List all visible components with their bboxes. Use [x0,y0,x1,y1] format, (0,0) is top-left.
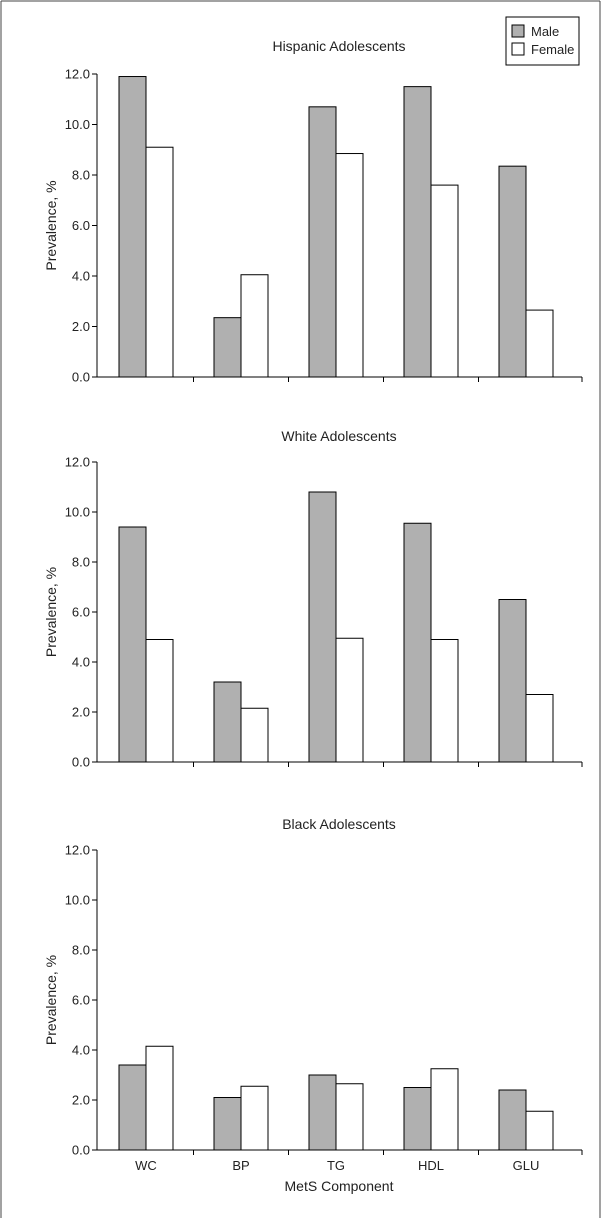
x-tick-label: HDL [418,1158,444,1173]
panel-title: Black Adolescents [282,816,396,832]
bar-female-hdl [430,639,459,763]
bar-female-tg [335,637,364,763]
panel-title: Hispanic Adolescents [272,38,405,54]
y-tick-label: 4.0 [72,1043,90,1058]
y-tick-label: 0.0 [72,1143,90,1158]
y-tick-label: 12.0 [65,843,90,858]
bar-male-glu [498,599,527,763]
x-tick-label: GLU [513,1158,540,1173]
bar-female-bp [240,274,269,378]
bar-male-wc [118,526,147,763]
y-tick-label: 12.0 [65,67,90,82]
bar-male-bp [213,1097,242,1151]
y-tick-label: 0.0 [72,755,90,770]
bar-male-wc [118,1064,147,1151]
y-tick-label: 2.0 [72,705,90,720]
y-tick-label: 6.0 [72,993,90,1008]
legend-swatch-male [511,24,525,38]
bar-female-bp [240,1085,269,1151]
bar-female-glu [525,694,554,763]
y-tick-label: 4.0 [72,269,90,284]
bar-male-hdl [403,1087,432,1151]
bar-male-tg [308,1074,337,1151]
bar-female-hdl [430,1068,459,1151]
x-tick-label: TG [327,1158,345,1173]
bar-male-tg [308,106,337,378]
bar-female-tg [335,1083,364,1151]
bar-female-wc [145,639,174,763]
legend-label-female: Female [531,42,574,57]
bar-male-bp [213,681,242,763]
legend-box [505,16,580,66]
y-tick-label: 4.0 [72,655,90,670]
x-axis-title: MetS Component [285,1178,394,1194]
y-axis-title: Prevalence, % [43,567,59,657]
bar-female-glu [525,1110,554,1151]
bar-female-tg [335,153,364,378]
y-tick-label: 8.0 [72,555,90,570]
y-tick-label: 12.0 [65,455,90,470]
bar-male-hdl [403,522,432,763]
legend-label-male: Male [531,24,559,39]
y-tick-label: 0.0 [72,370,90,385]
bar-male-bp [213,317,242,378]
y-tick-label: 6.0 [72,605,90,620]
bar-male-glu [498,1089,527,1151]
bar-female-wc [145,146,174,378]
x-tick-label: BP [232,1158,249,1173]
y-tick-label: 2.0 [72,1093,90,1108]
y-tick-label: 10.0 [65,505,90,520]
bar-male-wc [118,76,147,378]
y-tick-label: 10.0 [65,893,90,908]
y-axis-title: Prevalence, % [43,955,59,1045]
y-tick-label: 2.0 [72,319,90,334]
panel-title: White Adolescents [281,428,396,444]
bar-male-glu [498,165,527,378]
y-axis-title: Prevalence, % [43,180,59,270]
bar-male-tg [308,491,337,763]
bar-female-bp [240,707,269,763]
x-tick-label: WC [135,1158,157,1173]
bar-female-wc [145,1045,174,1151]
y-tick-label: 8.0 [72,943,90,958]
bar-female-hdl [430,184,459,378]
y-tick-label: 8.0 [72,168,90,183]
bar-male-hdl [403,86,432,378]
legend-swatch-female [511,42,525,56]
y-tick-label: 6.0 [72,218,90,233]
bar-female-glu [525,309,554,378]
y-tick-label: 10.0 [65,117,90,132]
